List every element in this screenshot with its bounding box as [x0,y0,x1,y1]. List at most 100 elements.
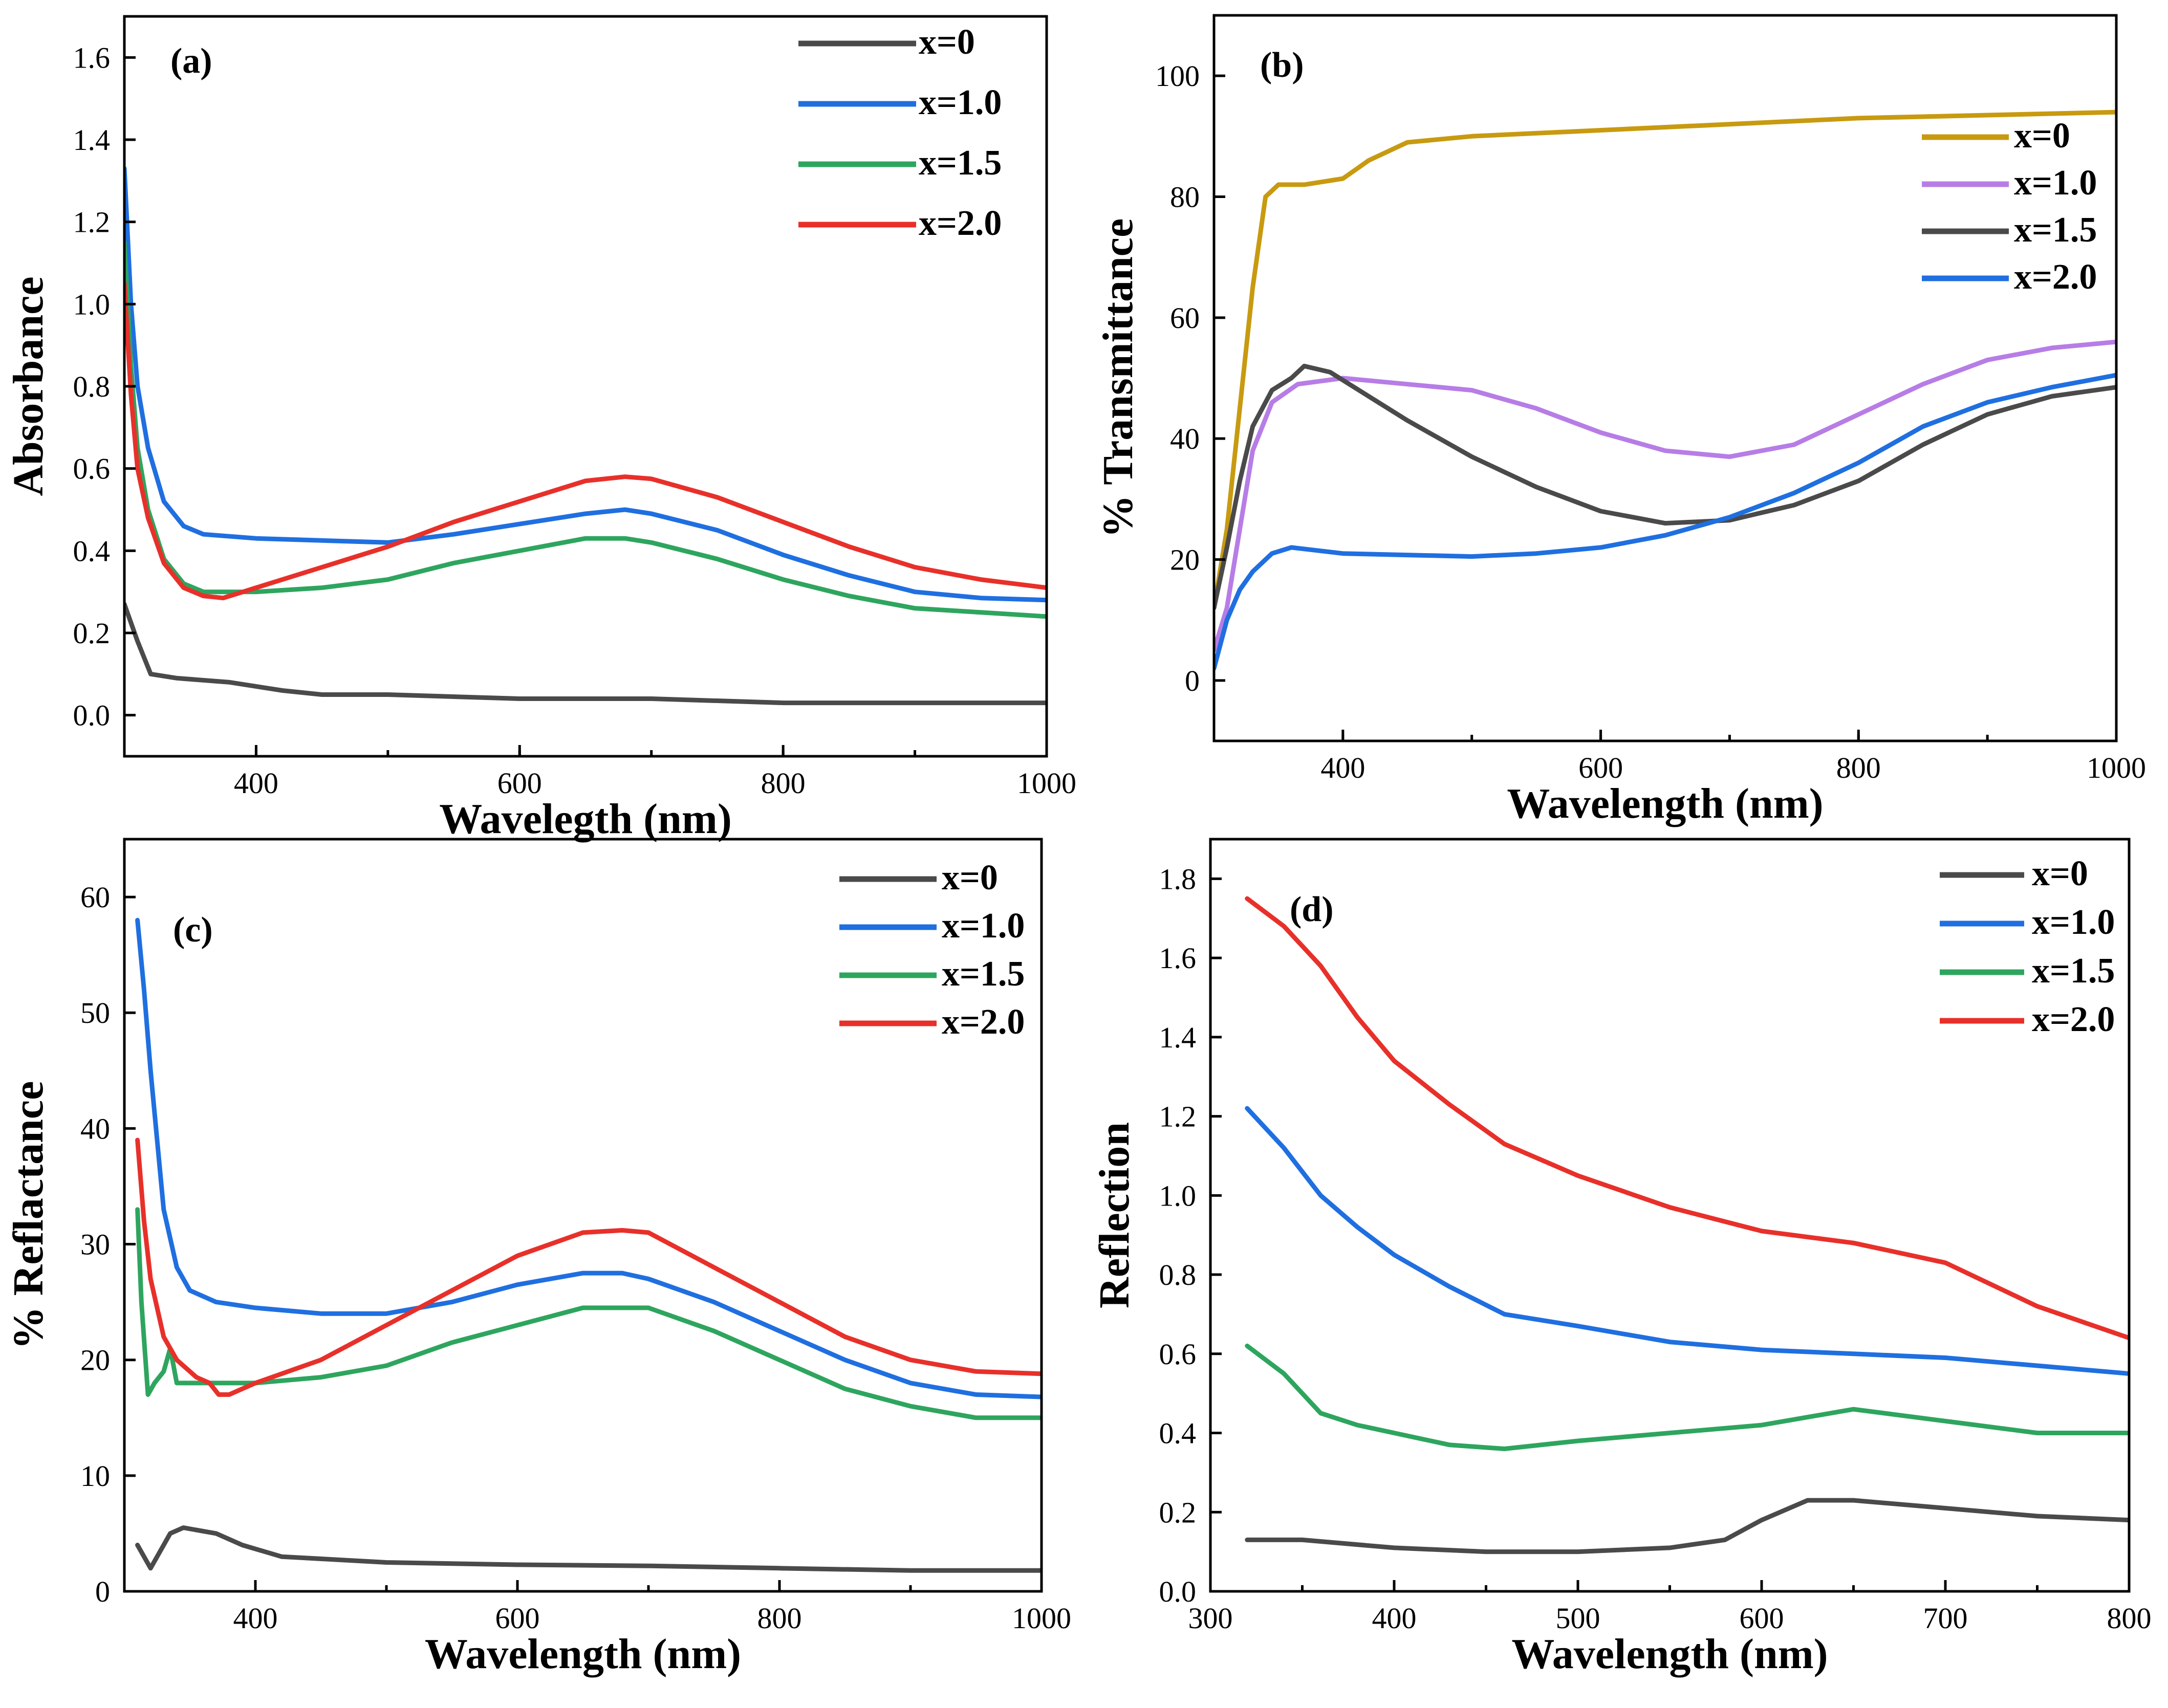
legend-label: x=1.0 [2032,903,2115,942]
y-tick-label: 60 [80,881,110,914]
series-line-x=1.0 [124,166,1047,603]
series-line-x=1.0 [135,917,1042,1399]
legend-label: x=1.0 [919,83,1002,122]
x-tick-label: 800 [1836,751,1881,784]
legend-label: x=0 [919,23,975,62]
legend-label: x=1.5 [2032,951,2115,991]
y-tick-label: 1.2 [1159,1100,1197,1133]
series-line-x=2.0 [1214,373,2116,671]
series-line-x=2.0 [135,1137,1042,1397]
y-tick-label: 40 [80,1112,110,1145]
series-group [1214,110,2116,671]
y-tick-label: 0.0 [1159,1575,1197,1608]
series-line-x=0 [1245,1498,2129,1554]
y-axis-label: Reflection [1091,1122,1138,1308]
y-tick-label: 0.4 [1159,1417,1197,1450]
legend-label: x=1.5 [942,954,1025,994]
panel-a: 400 600 800 1000 0.0 0.2 0.4 0.6 0.8 1.0 1.2 1.4 1.6… [5,15,1076,843]
y-tick-label: 1.8 [1159,862,1197,895]
x-tick-label: 800 [761,767,806,800]
plot-frame [123,15,1048,758]
series-line-x=1.0 [1214,339,2116,653]
legend-label: x=0 [942,858,998,897]
series-group [124,166,1047,706]
y-tick-label: 1.0 [1159,1179,1197,1212]
panel-label: (c) [173,910,213,950]
y-tick-label: 1.4 [73,123,111,157]
legend: x=0 x=1.0 x=1.5 x=2.0 [839,858,1025,1042]
y-tick-label: 0.8 [1159,1258,1197,1291]
y-tick-label: 20 [80,1344,110,1377]
x-tick-label: 400 [1320,751,1365,784]
y-tick-label: 10 [80,1459,110,1493]
legend: x=0 x=1.0 x=1.5 x=2.0 [1940,854,2115,1039]
y-tick-label: 50 [80,996,110,1030]
x-tick-label: 800 [757,1602,802,1635]
x-tick-label: 800 [2107,1602,2152,1635]
y-tick-label: 1.6 [73,41,111,74]
y-tick-label: 0 [1185,664,1200,697]
y-tick-label: 0.6 [1159,1338,1197,1371]
legend-label: x=2.0 [2032,1000,2115,1039]
y-tick-label: 80 [1170,181,1200,214]
panel-b: 400 600 800 1000 0 20 40 60 80 100 Wavelength (nm)… [1094,14,2146,827]
y-tick-label: 60 [1170,301,1200,335]
panel-label: (d) [1290,890,1334,929]
legend-label: x=2.0 [919,204,1002,243]
series-line-x=0 [124,602,1047,706]
legend-label: x=1.5 [919,143,1002,183]
x-tick-label: 300 [1188,1602,1233,1635]
legend-label: x=1.5 [2014,210,2097,250]
series-line-x=1.5 [1214,363,2116,610]
x-tick-label: 1000 [1012,1602,1071,1635]
x-tick-label: 1000 [2087,751,2146,784]
series-line-x=1.5 [135,1207,1042,1420]
series-line-x=1.5 [1245,1343,2129,1451]
y-tick-label: 1.6 [1159,941,1197,975]
legend-label: x=0 [2014,116,2070,156]
series-group [135,917,1042,1573]
series-line-x=2.0 [1245,896,2129,1341]
y-tick-label: 30 [80,1228,110,1261]
y-tick-label: 0 [95,1575,110,1608]
x-axis-label: Wavelength (nm) [1511,1630,1828,1678]
y-tick-label: 0.8 [73,370,111,403]
y-tick-label: 0.2 [73,617,111,650]
x-tick-label: 600 [495,1602,540,1635]
y-tick-label: 0.6 [73,452,111,486]
y-tick-label: 1.4 [1159,1021,1197,1054]
legend-label: x=1.0 [942,906,1025,946]
legend-label: x=2.0 [942,1002,1025,1042]
y-axis-label: Absorbance [5,276,52,496]
x-axis-label: Wavelength (nm) [425,1630,741,1678]
y-axis-label: % Transmittance [1094,218,1142,538]
y-tick-label: 0.0 [73,699,111,732]
x-tick-label: 400 [234,767,278,800]
y-tick-label: 40 [1170,422,1200,455]
plot-frame [123,838,1043,1593]
panel-c: 400 600 800 1000 0 10 20 30 40 50 60 Wavelength (nm… [5,838,1071,1678]
y-tick-label: 0.2 [1159,1496,1197,1529]
y-axis-label: % Reflactance [5,1081,52,1350]
y-tick-label: 1.2 [73,206,111,239]
y-tick-label: 1.0 [73,288,111,321]
panel-d: 300 400 500 600 700 800 0.0 0.2 0.4 0.6 0.8 1.0 1.2 1… [1091,838,2152,1678]
series-line-x=1.5 [124,240,1047,619]
x-axis-label: Wavelegth (nm) [439,795,732,843]
x-tick-label: 400 [233,1602,278,1635]
legend-label: x=0 [2032,854,2088,893]
y-tick-label: 0.4 [73,534,111,567]
panel-label: (a) [170,41,212,81]
series-line-x=0 [1214,110,2116,610]
y-tick-label: 100 [1155,59,1200,93]
series-line-x=1.0 [1245,1106,2129,1376]
plot-frame [1212,14,2118,742]
legend-label: x=2.0 [2014,257,2097,297]
series-line-x=2.0 [124,281,1047,601]
x-tick-label: 1000 [1017,767,1076,800]
x-tick-label: 700 [1923,1602,1968,1635]
y-tick-label: 20 [1170,543,1200,577]
x-tick-label: 600 [1578,751,1623,784]
series-line-x=0 [135,1525,1042,1573]
legend-label: x=1.0 [2014,163,2097,203]
